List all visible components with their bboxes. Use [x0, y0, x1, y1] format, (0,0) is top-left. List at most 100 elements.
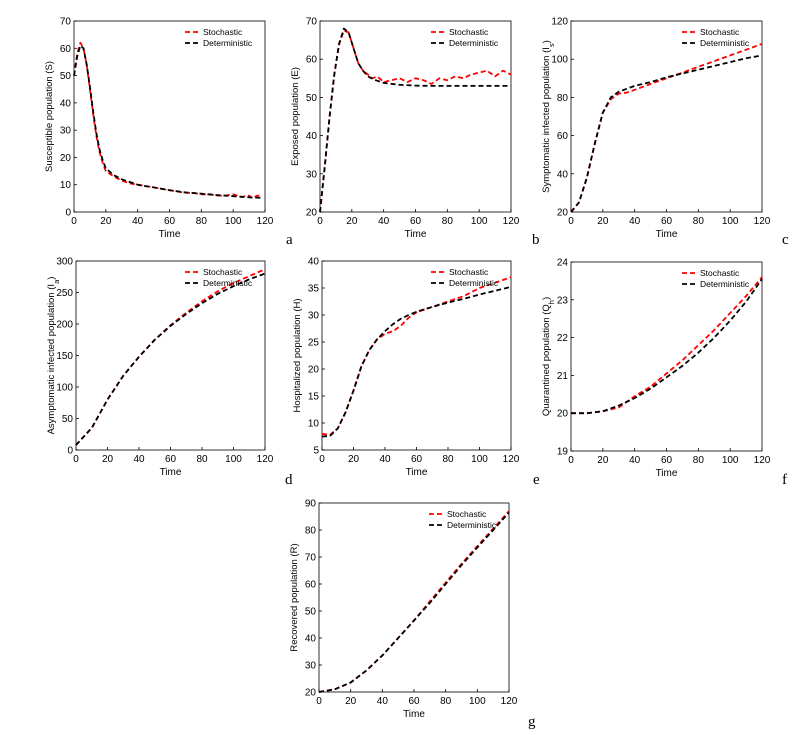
y-tick-label: 20	[308, 365, 320, 376]
x-tick-label: 40	[377, 696, 389, 707]
plot-frame	[319, 20, 512, 213]
x-tick-label: 100	[469, 696, 486, 707]
y-tick-label: 23	[557, 295, 569, 306]
x-tick-label: 60	[164, 216, 176, 227]
panel-letter: d	[285, 472, 293, 488]
y-tick-label: 20	[60, 153, 72, 164]
plot-frame	[75, 260, 266, 451]
y-tick-label: 60	[305, 580, 317, 591]
y-tick-label: 20	[306, 208, 318, 219]
x-tick-label: 40	[133, 454, 145, 465]
legend-label-deterministic: Deterministic	[449, 278, 499, 288]
x-axis-label: Time	[160, 467, 182, 478]
x-tick-label: 120	[503, 216, 520, 227]
plot-frame	[73, 20, 266, 213]
y-tick-label: 300	[56, 257, 73, 268]
y-tick-label: 90	[305, 499, 317, 510]
x-axis-label: Time	[656, 468, 678, 479]
x-tick-label: 120	[257, 216, 274, 227]
panel-letter: b	[532, 232, 540, 248]
x-tick-label: 0	[71, 216, 77, 227]
x-axis-label: Time	[406, 467, 428, 478]
panel-letter: f	[782, 472, 787, 488]
x-tick-label: 20	[100, 216, 112, 227]
plot-frame	[570, 261, 763, 452]
y-tick-label: 60	[60, 44, 72, 55]
x-tick-label: 120	[501, 696, 518, 707]
x-tick-label: 100	[471, 216, 488, 227]
y-tick-label: 0	[65, 208, 71, 219]
y-tick-label: 200	[56, 320, 73, 331]
y-tick-label: 80	[305, 526, 317, 537]
legend-label-stochastic: Stochastic	[449, 27, 489, 37]
y-tick-label: 40	[60, 98, 72, 109]
x-tick-label: 100	[225, 454, 242, 465]
chart-panel-a: 0 20 40 60 80 100 120 0 10 20 30 40 50 60 70 Time Suscep…	[44, 17, 293, 249]
x-tick-label: 60	[165, 454, 177, 465]
y-axis-label: Susceptible population (S)	[44, 61, 55, 172]
x-tick-label: 60	[661, 455, 673, 466]
x-tick-label: 20	[597, 216, 609, 227]
legend-label-deterministic: Deterministic	[447, 520, 497, 530]
y-tick-label: 5	[313, 446, 319, 457]
y-tick-label: 100	[56, 383, 73, 394]
x-tick-label: 20	[102, 454, 114, 465]
chart-panel-c: 0 20 40 60 80 100 12020406080100120TimeSymptom…	[541, 17, 789, 249]
y-axis-label: Exposed population (E)	[290, 67, 301, 166]
y-tick-label: 150	[56, 351, 73, 362]
y-tick-label: 20	[557, 409, 569, 420]
y-tick-label: 100	[551, 55, 568, 66]
panel-letter: a	[286, 232, 293, 248]
x-tick-label: 100	[225, 216, 242, 227]
series-line-deterministic	[321, 286, 512, 438]
y-tick-label: 50	[60, 71, 72, 82]
x-tick-label: 20	[597, 455, 609, 466]
x-tick-label: 0	[316, 696, 322, 707]
y-tick-label: 21	[557, 371, 569, 382]
y-axis-label: Recovered population (R)	[289, 543, 300, 651]
chart-panel-d: 0 20 40 60 80 100 120 0 50 100 150 200 250 300 Time Asy…	[46, 257, 293, 489]
y-tick-label: 22	[557, 333, 569, 344]
x-tick-label: 120	[754, 455, 771, 466]
y-axis-label: Symptomatic infected population (Is)	[541, 40, 556, 193]
x-tick-label: 100	[722, 216, 739, 227]
series-line-stochastic	[321, 276, 512, 436]
panel-letter: e	[533, 472, 540, 488]
y-tick-label: 10	[308, 419, 320, 430]
y-tick-label: 10	[60, 180, 72, 191]
x-tick-label: 100	[722, 455, 739, 466]
y-tick-label: 30	[305, 661, 317, 672]
x-tick-label: 80	[442, 216, 454, 227]
y-tick-label: 24	[557, 258, 569, 269]
y-tick-label: 70	[306, 17, 318, 28]
y-tick-label: 60	[306, 55, 318, 66]
y-tick-label: 60	[557, 131, 569, 142]
x-tick-label: 80	[693, 455, 705, 466]
x-axis-label: Time	[159, 229, 181, 240]
x-tick-label: 20	[345, 696, 357, 707]
chart-panel-f: 0 20 40 60 80 100 120 19 20 21 22 23 24 Time Quarantin…	[541, 258, 787, 489]
legend-label-deterministic: Deterministic	[203, 38, 253, 48]
panel-letter: g	[528, 714, 536, 730]
series-line-deterministic	[570, 54, 763, 213]
x-tick-label: 80	[196, 454, 208, 465]
x-tick-label: 0	[568, 216, 574, 227]
y-tick-label: 250	[56, 288, 73, 299]
y-tick-label: 20	[557, 208, 569, 219]
legend-label-stochastic: Stochastic	[203, 27, 243, 37]
chart-panel-e: 0 20 40 60 80 100 120 5 10 15 20 25 30 35 40 Time Hospit…	[292, 257, 540, 489]
y-tick-label: 20	[305, 688, 317, 699]
y-tick-label: 40	[305, 634, 317, 645]
chart-panel-g: 0 20 40 60 80 100 1202030405060708090TimeRecov…	[289, 499, 536, 731]
y-tick-label: 25	[308, 338, 320, 349]
x-tick-label: 100	[471, 454, 488, 465]
series-line-stochastic	[570, 43, 763, 213]
